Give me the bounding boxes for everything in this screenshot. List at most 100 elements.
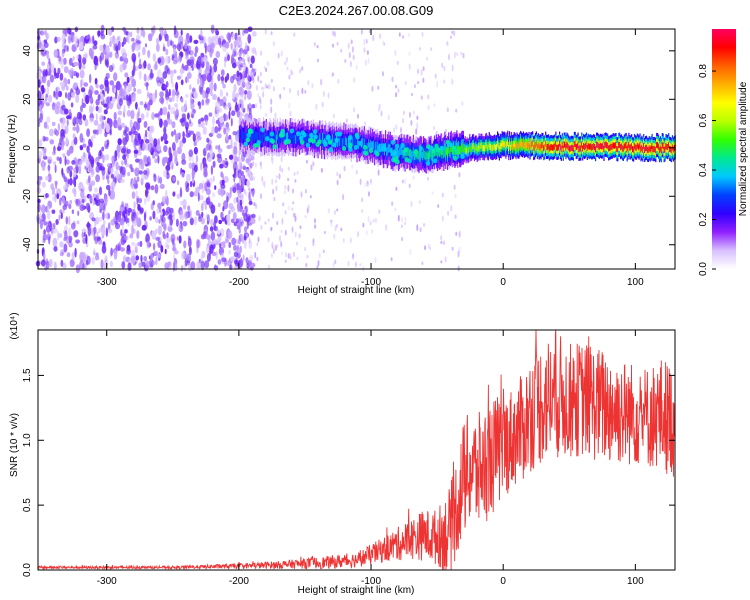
noise-speckle [51,209,56,214]
noise-speckle [131,37,135,42]
noise-speckle [421,31,424,38]
signal-cell [571,144,573,151]
signal-cell [524,142,526,149]
noise-speckle [63,57,67,65]
noise-speckle [284,210,287,215]
noise-speckle [136,211,139,217]
noise-speckle [361,209,364,213]
signal-cell [568,144,570,151]
noise-speckle [249,254,254,263]
noise-speckle [243,94,247,101]
signal-cell [304,134,306,143]
signal-cell [474,144,476,151]
noise-speckle [115,161,119,171]
noise-speckle [174,90,180,96]
signal-cell [399,146,401,156]
noise-speckle [451,78,454,85]
signal-cell [332,134,334,143]
signal-cell [316,134,318,144]
signal-speckle [348,142,353,148]
signal-cell [646,146,649,153]
noise-speckle [56,230,60,241]
noise-speckle [238,250,241,256]
signal-cell [532,140,534,147]
noise-speckle [108,163,112,172]
noise-speckle [396,60,399,65]
noise-speckle [81,228,87,233]
noise-speckle [211,125,215,136]
noise-speckle [179,41,184,50]
signal-cell [586,144,588,151]
signal-speckle [425,160,431,166]
noise-speckle [136,197,139,206]
y-tick-label: 0.0 [22,563,33,577]
signal-speckle [395,143,400,149]
noise-speckle [117,138,122,146]
noise-speckle [250,222,253,226]
noise-speckle [144,101,147,111]
signal-cell [472,143,475,150]
noise-speckle [242,254,245,262]
signal-cell [614,142,616,149]
noise-speckle [213,225,218,232]
noise-speckle [225,131,229,142]
noise-speckle [108,65,114,72]
noise-speckle [323,90,325,98]
noise-speckle [241,193,244,200]
signal-cell [426,150,428,160]
noise-speckle [190,49,194,57]
noise-speckle [58,214,61,221]
noise-speckle [241,176,245,183]
noise-speckle [201,121,205,129]
noise-speckle [131,134,134,143]
noise-speckle [168,97,173,103]
noise-speckle [416,115,419,121]
noise-speckle [236,238,239,244]
signal-cell [321,137,323,146]
signal-cell [670,146,672,153]
signal-cell [636,142,638,149]
noise-speckle [242,52,245,58]
noise-speckle [198,182,204,190]
noise-speckle [64,225,68,232]
noise-speckle [273,196,276,202]
noise-speckle [114,51,119,59]
noise-speckle [252,190,255,196]
noise-speckle [90,135,94,143]
noise-speckle [145,43,147,48]
noise-speckle [279,165,282,172]
noise-speckle [95,83,99,89]
noise-speckle [126,244,131,252]
noise-speckle [240,88,244,97]
noise-speckle [207,195,211,202]
noise-speckle [232,161,238,172]
noise-speckle [137,204,141,211]
noise-speckle [314,224,317,229]
noise-speckle [215,50,221,59]
noise-speckle [125,133,129,143]
signal-cell [407,147,409,156]
noise-speckle [166,169,169,176]
noise-speckle [206,137,210,143]
noise-speckle [462,53,465,59]
signal-speckle [348,135,353,140]
signal-cell [534,144,536,151]
noise-speckle [56,193,59,200]
noise-speckle [239,65,242,72]
signal-cell [488,141,490,148]
signal-cell [540,144,542,151]
noise-speckle [61,104,66,111]
noise-speckle [247,109,249,113]
noise-speckle [46,86,50,96]
noise-speckle [412,110,415,115]
noise-speckle [63,243,68,253]
noise-speckle [280,241,283,248]
noise-speckle [143,73,147,82]
noise-speckle [143,255,148,262]
noise-speckle [401,179,404,184]
noise-speckle [191,170,195,180]
noise-speckle [147,49,151,59]
noise-speckle [81,78,84,86]
noise-speckle [173,69,177,74]
noise-speckle [378,107,380,112]
